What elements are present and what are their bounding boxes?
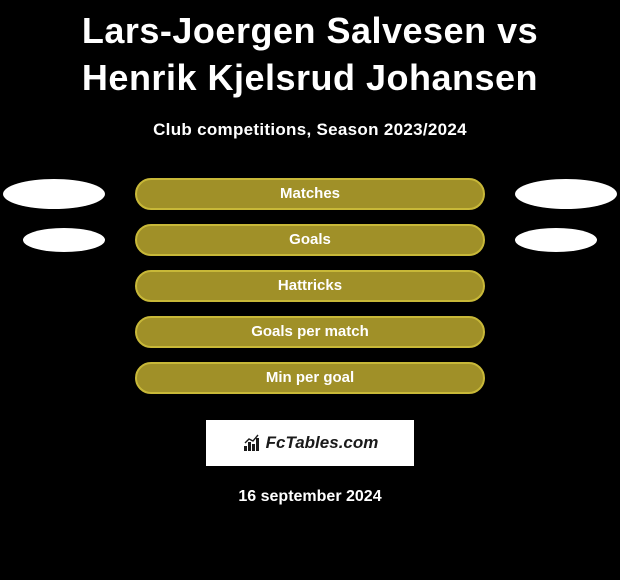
oval-spacer [515, 317, 617, 347]
logo: FcTables.com [242, 433, 379, 453]
stat-bar: Matches [135, 178, 485, 210]
left-value-oval [23, 228, 105, 252]
right-value-oval [515, 179, 617, 209]
oval-spacer [515, 271, 617, 301]
stat-label: Hattricks [278, 277, 342, 294]
oval-spacer [3, 363, 105, 393]
stat-label: Matches [280, 185, 340, 202]
stat-row-matches: Matches [10, 178, 610, 210]
date-label: 16 september 2024 [10, 488, 610, 506]
stat-bar: Goals [135, 224, 485, 256]
logo-text: FcTables.com [266, 433, 379, 453]
logo-box: FcTables.com [206, 420, 414, 466]
stat-row-min-per-goal: Min per goal [10, 362, 610, 394]
stats-section: Matches Goals Hattricks Goals per match [10, 178, 610, 394]
subtitle: Club competitions, Season 2023/2024 [10, 120, 610, 140]
chart-icon [242, 433, 262, 453]
stat-row-goals: Goals [10, 224, 610, 256]
stat-row-goals-per-match: Goals per match [10, 316, 610, 348]
oval-spacer [3, 317, 105, 347]
oval-spacer [3, 271, 105, 301]
page-title: Lars-Joergen Salvesen vs Henrik Kjelsrud… [10, 0, 610, 102]
stat-bar: Min per goal [135, 362, 485, 394]
stat-label: Min per goal [266, 369, 354, 386]
stat-bar: Hattricks [135, 270, 485, 302]
stat-bar: Goals per match [135, 316, 485, 348]
right-value-oval [515, 228, 597, 252]
left-value-oval [3, 179, 105, 209]
stat-label: Goals [289, 231, 331, 248]
main-container: Lars-Joergen Salvesen vs Henrik Kjelsrud… [0, 0, 620, 506]
oval-spacer [515, 363, 617, 393]
stat-row-hattricks: Hattricks [10, 270, 610, 302]
stat-label: Goals per match [251, 323, 369, 340]
